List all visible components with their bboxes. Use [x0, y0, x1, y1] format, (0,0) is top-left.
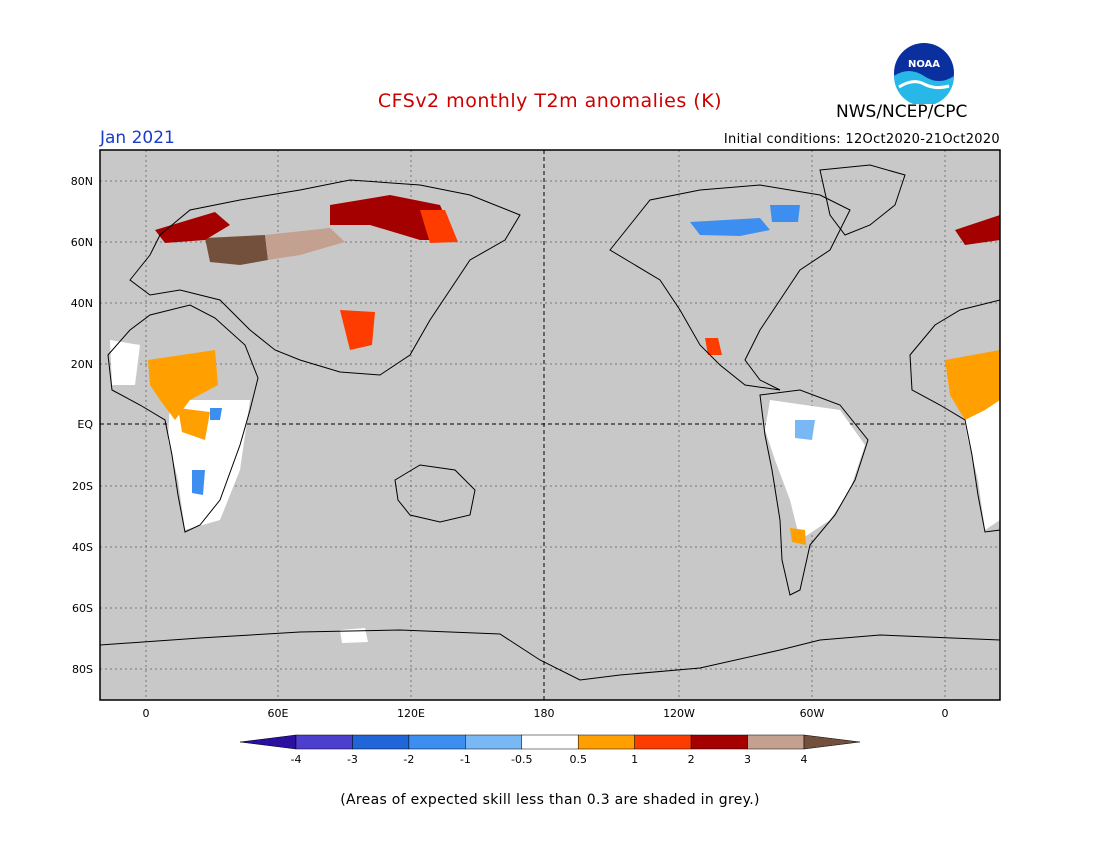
lat-label: 60N	[71, 236, 93, 249]
map-frame	[99, 149, 1001, 701]
siberia-warm-area	[265, 228, 345, 260]
legend-tick-label: 2	[688, 753, 695, 766]
legend-tick-label: 3	[744, 753, 751, 766]
legend-tick-label: -3	[347, 753, 358, 766]
south-america-coast	[759, 389, 869, 596]
lat-label: 40S	[72, 541, 93, 554]
africa-wrap-white-area	[960, 400, 1000, 530]
color-legend: -4 -3 -2 -1 -0.5 0.5 1 2 3 4	[239, 734, 861, 766]
lat-label: 40N	[71, 297, 93, 310]
east-siberia-strong-warm-area	[330, 195, 455, 240]
legend-tick-label: -4	[291, 753, 302, 766]
legend-swatch	[408, 734, 466, 750]
lon-label: 0	[143, 707, 150, 720]
africa-cool-area-2	[210, 408, 222, 420]
lat-label: 80N	[71, 175, 93, 188]
legend-tick-label: -1	[460, 753, 471, 766]
svg-text:NOAA: NOAA	[908, 59, 940, 70]
africa-cool-area	[192, 470, 205, 495]
russia-strong-warm-area	[205, 235, 268, 265]
legend-tick-label: -0.5	[511, 753, 532, 766]
south-america-white-area	[765, 400, 865, 540]
map-figure: 80N 60N 40N 20N EQ 20S 40S 60S 80S 0 60E…	[71, 149, 1001, 766]
legend-swatch	[577, 734, 635, 750]
argentina-warm-area	[790, 528, 806, 545]
antarctica-white-area	[340, 628, 368, 643]
lat-label: 80S	[72, 663, 93, 676]
canada-cool-area	[690, 218, 770, 236]
legend-swatch	[747, 734, 805, 750]
eurasia-coast	[129, 179, 521, 376]
north-america-coast	[609, 184, 851, 391]
hudson-cool-area	[770, 205, 800, 222]
legend-swatch	[295, 734, 353, 750]
legend-swatch	[803, 734, 861, 750]
lat-label: EQ	[77, 418, 93, 431]
lon-label: 60W	[800, 707, 825, 720]
agency-label: NWS/NCEP/CPC	[836, 102, 968, 122]
mexico-warm-area	[705, 338, 722, 355]
legend-swatch	[239, 734, 297, 750]
initial-conditions: Initial conditions: 12Oct2020-21Oct2020	[723, 132, 1000, 147]
lon-label: 120E	[397, 707, 425, 720]
lat-labels: 80N 60N 40N 20N EQ 20S 40S 60S 80S	[71, 175, 94, 676]
lon-label: 60E	[268, 707, 289, 720]
legend-swatch	[465, 734, 523, 750]
scandinavia-warm-area	[155, 212, 230, 243]
south-america-cool-area	[795, 420, 815, 440]
africa-warm-area	[148, 350, 218, 420]
lat-label: 20S	[72, 480, 93, 493]
legend-swatch	[690, 734, 748, 750]
lon-label: 120W	[663, 707, 695, 720]
legend-tick-label: 4	[801, 753, 808, 766]
central-africa-warm-area	[178, 408, 210, 440]
scandinavia-wrap-warm-area	[955, 215, 1000, 245]
lat-label: 60S	[72, 602, 93, 615]
forecast-month: Jan 2021	[100, 128, 175, 148]
africa-wrap-warm-area	[945, 350, 1000, 420]
tibet-warm-area	[340, 310, 375, 350]
legend-tick-label: 1	[631, 753, 638, 766]
legend-tick-label: -2	[403, 753, 414, 766]
lon-label: 180	[534, 707, 555, 720]
legend-swatch	[634, 734, 692, 750]
noaa-logo: NOAA	[894, 43, 954, 104]
lon-labels: 0 60E 120E 180 120W 60W 0	[143, 707, 949, 720]
west-africa-white-area	[110, 340, 140, 385]
east-siberia-warm-area	[420, 210, 458, 243]
lat-label: 20N	[71, 358, 93, 371]
anomaly-shading	[110, 195, 1000, 643]
skill-note: (Areas of expected skill less than 0.3 a…	[340, 792, 760, 808]
australia-coast	[394, 464, 476, 523]
lon-label: 0	[942, 707, 949, 720]
antarctica-coast	[99, 629, 1001, 681]
legend-tick-label: 0.5	[569, 753, 587, 766]
greenland-coast	[819, 164, 906, 236]
africa-coast	[107, 304, 259, 533]
coastlines	[99, 164, 1001, 681]
chart-title: CFSv2 monthly T2m anomalies (K)	[377, 90, 723, 112]
legend-swatch	[521, 734, 579, 750]
africa-wrap-coast	[909, 299, 1001, 533]
legend-swatch	[352, 734, 410, 750]
